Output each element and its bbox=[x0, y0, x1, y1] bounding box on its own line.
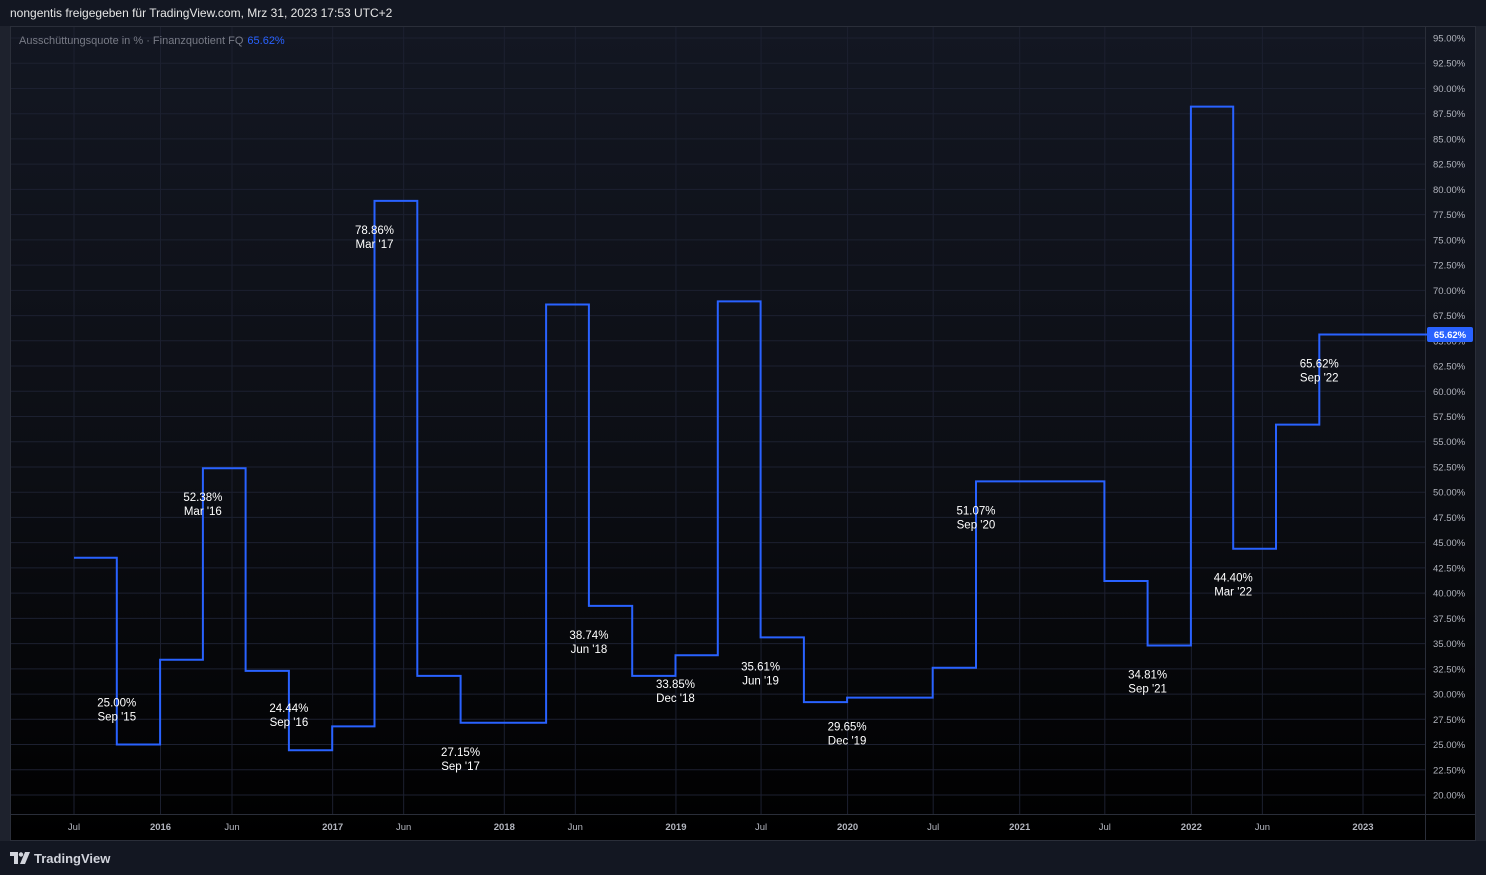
series-name: Ausschüttungsquote in % · Finanzquotient… bbox=[19, 35, 244, 47]
data-label-value: 78.86% bbox=[355, 225, 394, 237]
last-value-tag[interactable] bbox=[1427, 327, 1473, 343]
x-tick-label: 2016 bbox=[150, 822, 171, 833]
y-tick-label: 85.00% bbox=[1433, 134, 1466, 145]
y-tick-label: 80.00% bbox=[1433, 185, 1466, 196]
x-tick-label: Jul bbox=[927, 822, 939, 833]
x-tick-label: 2019 bbox=[665, 822, 686, 833]
y-tick-label: 52.50% bbox=[1433, 462, 1466, 473]
data-label-date: Sep '16 bbox=[270, 717, 309, 729]
y-tick-label: 70.00% bbox=[1433, 286, 1466, 297]
series-value: 65.62% bbox=[247, 35, 285, 47]
data-label-date: Mar '17 bbox=[356, 239, 394, 251]
data-label-value: 27.15% bbox=[441, 747, 480, 759]
y-tick-label: 47.50% bbox=[1433, 513, 1466, 524]
x-tick-label: 2018 bbox=[494, 822, 515, 833]
y-tick-label: 27.50% bbox=[1433, 715, 1466, 726]
x-tick-label: 2023 bbox=[1352, 822, 1373, 833]
y-tick-label: 82.50% bbox=[1433, 160, 1466, 171]
y-tick-label: 50.00% bbox=[1433, 488, 1466, 499]
data-label-value: 38.74% bbox=[569, 630, 608, 642]
x-tick-label: Jul bbox=[68, 822, 80, 833]
x-tick-label: 2021 bbox=[1009, 822, 1031, 833]
last-value-label: 65.62% bbox=[1434, 330, 1467, 341]
brand[interactable]: TradingView bbox=[10, 849, 110, 867]
y-tick-label: 72.50% bbox=[1433, 261, 1466, 272]
data-label-date: Jun '18 bbox=[571, 644, 608, 656]
y-tick-label: 32.50% bbox=[1433, 664, 1466, 675]
y-tick-label: 60.00% bbox=[1433, 387, 1466, 398]
footer-bar: TradingView bbox=[0, 841, 1486, 875]
x-tick-label: 2020 bbox=[837, 822, 858, 833]
y-tick-label: 77.50% bbox=[1433, 210, 1466, 221]
y-tick-label: 87.50% bbox=[1433, 109, 1466, 120]
data-label-value: 52.38% bbox=[183, 492, 222, 504]
data-label-date: Mar '22 bbox=[1214, 587, 1252, 599]
data-label-value: 24.44% bbox=[269, 703, 308, 715]
data-label-date: Sep '17 bbox=[441, 761, 480, 773]
data-label-value: 29.65% bbox=[828, 722, 867, 734]
data-label-value: 34.81% bbox=[1128, 670, 1167, 682]
data-label-value: 33.85% bbox=[656, 679, 695, 691]
y-tick-label: 62.50% bbox=[1433, 362, 1466, 373]
brand-label: TradingView bbox=[34, 850, 111, 866]
y-tick-label: 40.00% bbox=[1433, 589, 1466, 600]
data-label-date: Mar '16 bbox=[184, 506, 222, 518]
y-tick-label: 42.50% bbox=[1433, 563, 1466, 574]
x-tick-label: 2017 bbox=[322, 822, 343, 833]
data-label-date: Sep '22 bbox=[1300, 373, 1339, 385]
y-tick-label: 75.00% bbox=[1433, 235, 1466, 246]
share-header: nongentis freigegeben für TradingView.co… bbox=[0, 0, 1486, 26]
series-legend[interactable]: Ausschüttungsquote in % · Finanzquotient… bbox=[19, 35, 285, 47]
data-label-date: Jun '19 bbox=[742, 675, 779, 687]
data-label-value: 51.07% bbox=[956, 505, 995, 517]
data-label-value: 25.00% bbox=[97, 698, 136, 710]
y-tick-label: 57.50% bbox=[1433, 412, 1466, 423]
y-tick-label: 67.50% bbox=[1433, 311, 1466, 322]
share-text: nongentis freigegeben für TradingView.co… bbox=[10, 6, 393, 20]
data-label-value: 35.61% bbox=[741, 661, 780, 673]
x-tick-label: Jun bbox=[1255, 822, 1270, 833]
chart-canvas[interactable]: 95.00% 92.50% 90.00% 87.50% 85.00% 82.50% 80.0… bbox=[11, 27, 1476, 841]
y-tick-label: 22.50% bbox=[1433, 765, 1466, 776]
y-tick-label: 35.00% bbox=[1433, 639, 1466, 650]
data-label-date: Sep '21 bbox=[1128, 684, 1167, 696]
x-tick-label: Jun bbox=[224, 822, 239, 833]
y-tick-label: 20.00% bbox=[1433, 791, 1466, 802]
y-tick-label: 45.00% bbox=[1433, 538, 1466, 549]
data-label-value: 65.62% bbox=[1300, 359, 1339, 371]
y-tick-label: 55.00% bbox=[1433, 437, 1466, 448]
y-tick-label: 37.50% bbox=[1433, 614, 1466, 625]
series-step-line[interactable] bbox=[74, 105, 1431, 752]
data-label-date: Sep '15 bbox=[97, 712, 136, 724]
x-tick-label: Jul bbox=[1099, 822, 1111, 833]
y-tick-label: 95.00% bbox=[1433, 34, 1466, 45]
data-label-date: Dec '18 bbox=[656, 693, 695, 705]
y-tick-label: 30.00% bbox=[1433, 690, 1466, 701]
y-tick-label: 92.50% bbox=[1433, 59, 1466, 70]
x-tick-label: 2022 bbox=[1181, 822, 1202, 833]
y-tick-label: 90.00% bbox=[1433, 84, 1466, 95]
data-label-date: Sep '20 bbox=[957, 519, 996, 531]
data-label-date: Dec '19 bbox=[828, 736, 867, 748]
y-tick-label: 25.00% bbox=[1433, 740, 1466, 751]
x-tick-label: Jun bbox=[396, 822, 411, 833]
tradingview-logo-icon bbox=[10, 852, 30, 864]
chart-pane[interactable]: 95.00% 92.50% 90.00% 87.50% 85.00% 82.50% 80.0… bbox=[10, 26, 1476, 841]
x-tick-label: Jul bbox=[755, 822, 767, 833]
data-label-value: 44.40% bbox=[1214, 573, 1253, 585]
x-tick-label: Jun bbox=[568, 822, 583, 833]
